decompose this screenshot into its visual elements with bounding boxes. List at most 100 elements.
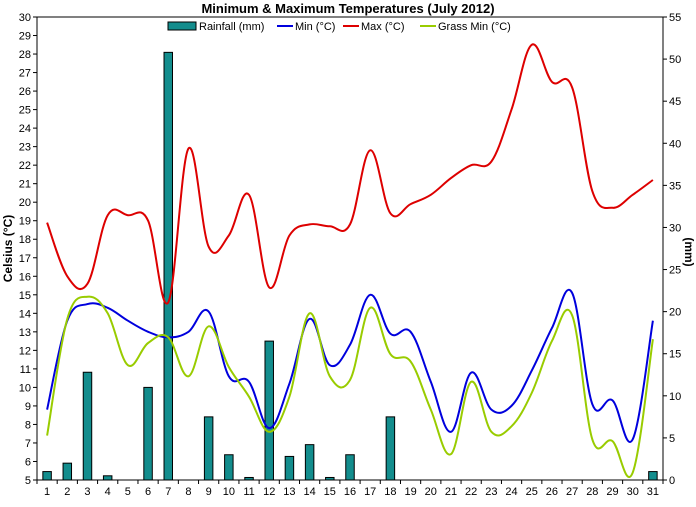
y-tick-label-left: 27 <box>19 68 31 80</box>
legend-label: Rainfall (mm) <box>199 21 264 33</box>
min-temp-line <box>46 289 654 443</box>
y-tick-label-left: 17 <box>19 253 31 265</box>
y-tick-label-right: 10 <box>669 391 681 403</box>
y-tick-label-left: 14 <box>19 308 31 320</box>
y-tick-label-left: 21 <box>19 179 31 191</box>
chart-title: Minimum & Maximum Temperatures (July 201… <box>201 1 494 16</box>
legend-label: Min (°C) <box>295 21 335 33</box>
x-tick-label: 6 <box>145 486 151 498</box>
legend-label: Max (°C) <box>361 21 405 33</box>
x-tick-label: 2 <box>64 486 70 498</box>
x-tick-label: 7 <box>165 486 171 498</box>
y-axis-label-right: (mm) <box>682 237 696 266</box>
x-tick-label: 25 <box>526 486 538 498</box>
y-tick-label-left: 25 <box>19 105 31 117</box>
x-tick-label: 20 <box>425 486 437 498</box>
x-tick-label: 29 <box>606 486 618 498</box>
x-tick-label: 15 <box>324 486 336 498</box>
left-axis: 5 6 7 8 9 10 11 12 13 14 15 16 17 18 19 20 21 22 23 24 25 26 2… <box>19 12 37 487</box>
y-tick-label-left: 23 <box>19 142 31 154</box>
y-tick-label-right: 0 <box>669 475 675 487</box>
y-tick-label-left: 18 <box>19 234 31 246</box>
y-tick-label-left: 28 <box>19 49 31 61</box>
plot-frame <box>36 16 664 481</box>
y-tick-label-left: 6 <box>25 456 31 468</box>
grass-min-line <box>46 295 654 478</box>
rainfall-bar <box>82 371 93 481</box>
x-tick-label: 21 <box>445 486 457 498</box>
y-tick-label-left: 22 <box>19 160 31 172</box>
temperature-lines <box>46 43 654 478</box>
x-tick-label: 23 <box>485 486 497 498</box>
rainfall-bar <box>102 475 113 481</box>
rainfall-bar <box>163 51 173 481</box>
x-tick-label: 24 <box>505 486 517 498</box>
rainfall-bar <box>42 471 52 481</box>
x-tick-label: 1 <box>44 486 50 498</box>
rainfall-bar <box>224 454 234 481</box>
y-tick-label-right: 15 <box>669 349 681 361</box>
x-tick-label: 17 <box>364 486 376 498</box>
y-tick-label-left: 19 <box>19 216 31 228</box>
y-tick-label-left: 20 <box>19 197 31 209</box>
y-tick-label-left: 16 <box>19 271 31 283</box>
x-tick-label: 27 <box>566 486 578 498</box>
y-tick-label-left: 10 <box>19 382 31 394</box>
legend-label: Grass Min (°C) <box>438 21 511 33</box>
y-tick-label-left: 5 <box>25 475 31 487</box>
x-tick-label: 4 <box>105 486 111 498</box>
y-tick-label-right: 45 <box>669 96 681 108</box>
x-tick-label: 3 <box>84 486 90 498</box>
y-tick-label-left: 24 <box>19 123 31 135</box>
rainfall-bar <box>143 386 153 481</box>
x-tick-label: 12 <box>263 486 275 498</box>
right-axis: 0 5 10 15 20 25 30 35 40 45 50 55 <box>663 12 681 487</box>
y-axis-label-left: Celsius (°C) <box>1 215 15 282</box>
x-tick-label: 16 <box>344 486 356 498</box>
y-tick-label-right: 50 <box>669 54 681 66</box>
y-tick-label-left: 12 <box>19 345 31 357</box>
x-tick-label: 13 <box>283 486 295 498</box>
x-tick-label: 31 <box>647 486 659 498</box>
legend: Rainfall (mm) Min (°C) Max (°C) Grass Min (… <box>167 21 511 33</box>
rainfall-bar <box>284 455 295 481</box>
y-tick-label-left: 13 <box>19 327 31 339</box>
x-tick-label: 14 <box>303 486 315 498</box>
y-tick-label-left: 7 <box>25 438 31 450</box>
rainfall-bar <box>648 471 658 481</box>
y-tick-label-left: 26 <box>19 86 31 98</box>
y-tick-label-right: 55 <box>669 12 681 24</box>
y-tick-label-right: 35 <box>669 180 681 192</box>
rainfall-bar <box>304 444 315 481</box>
y-tick-label-left: 29 <box>19 31 31 43</box>
y-tick-label-right: 30 <box>669 222 681 234</box>
max-temp-line <box>46 43 654 305</box>
y-tick-label-left: 8 <box>25 419 31 431</box>
y-tick-label-right: 5 <box>669 433 675 445</box>
y-tick-label-left: 11 <box>20 364 31 376</box>
y-tick-label-left: 9 <box>25 401 31 413</box>
y-tick-label-right: 25 <box>669 265 681 277</box>
x-tick-label: 30 <box>627 486 639 498</box>
y-tick-label-right: 40 <box>669 138 681 150</box>
x-tick-label: 8 <box>185 486 191 498</box>
rainfall-bar <box>62 462 73 481</box>
x-axis: 1 2 3 4 5 6 7 8 9 10 11 12 13 14 15 16 17 18 19 20 21 22 23 24 2… <box>36 480 664 498</box>
x-tick-label: 26 <box>546 486 558 498</box>
rainfall-bar <box>203 416 214 481</box>
y-tick-label-left: 30 <box>19 12 31 24</box>
legend-swatch-rainfall <box>167 21 197 31</box>
y-tick-label-left: 15 <box>19 290 31 302</box>
x-tick-label: 10 <box>223 486 235 498</box>
x-tick-label: 18 <box>384 486 396 498</box>
x-tick-label: 9 <box>206 486 212 498</box>
x-tick-label: 22 <box>465 486 477 498</box>
x-tick-label: 19 <box>404 486 416 498</box>
x-tick-label: 11 <box>243 486 254 498</box>
rainfall-bar <box>264 340 274 481</box>
y-tick-label-right: 20 <box>669 307 681 319</box>
x-tick-label: 28 <box>586 486 598 498</box>
